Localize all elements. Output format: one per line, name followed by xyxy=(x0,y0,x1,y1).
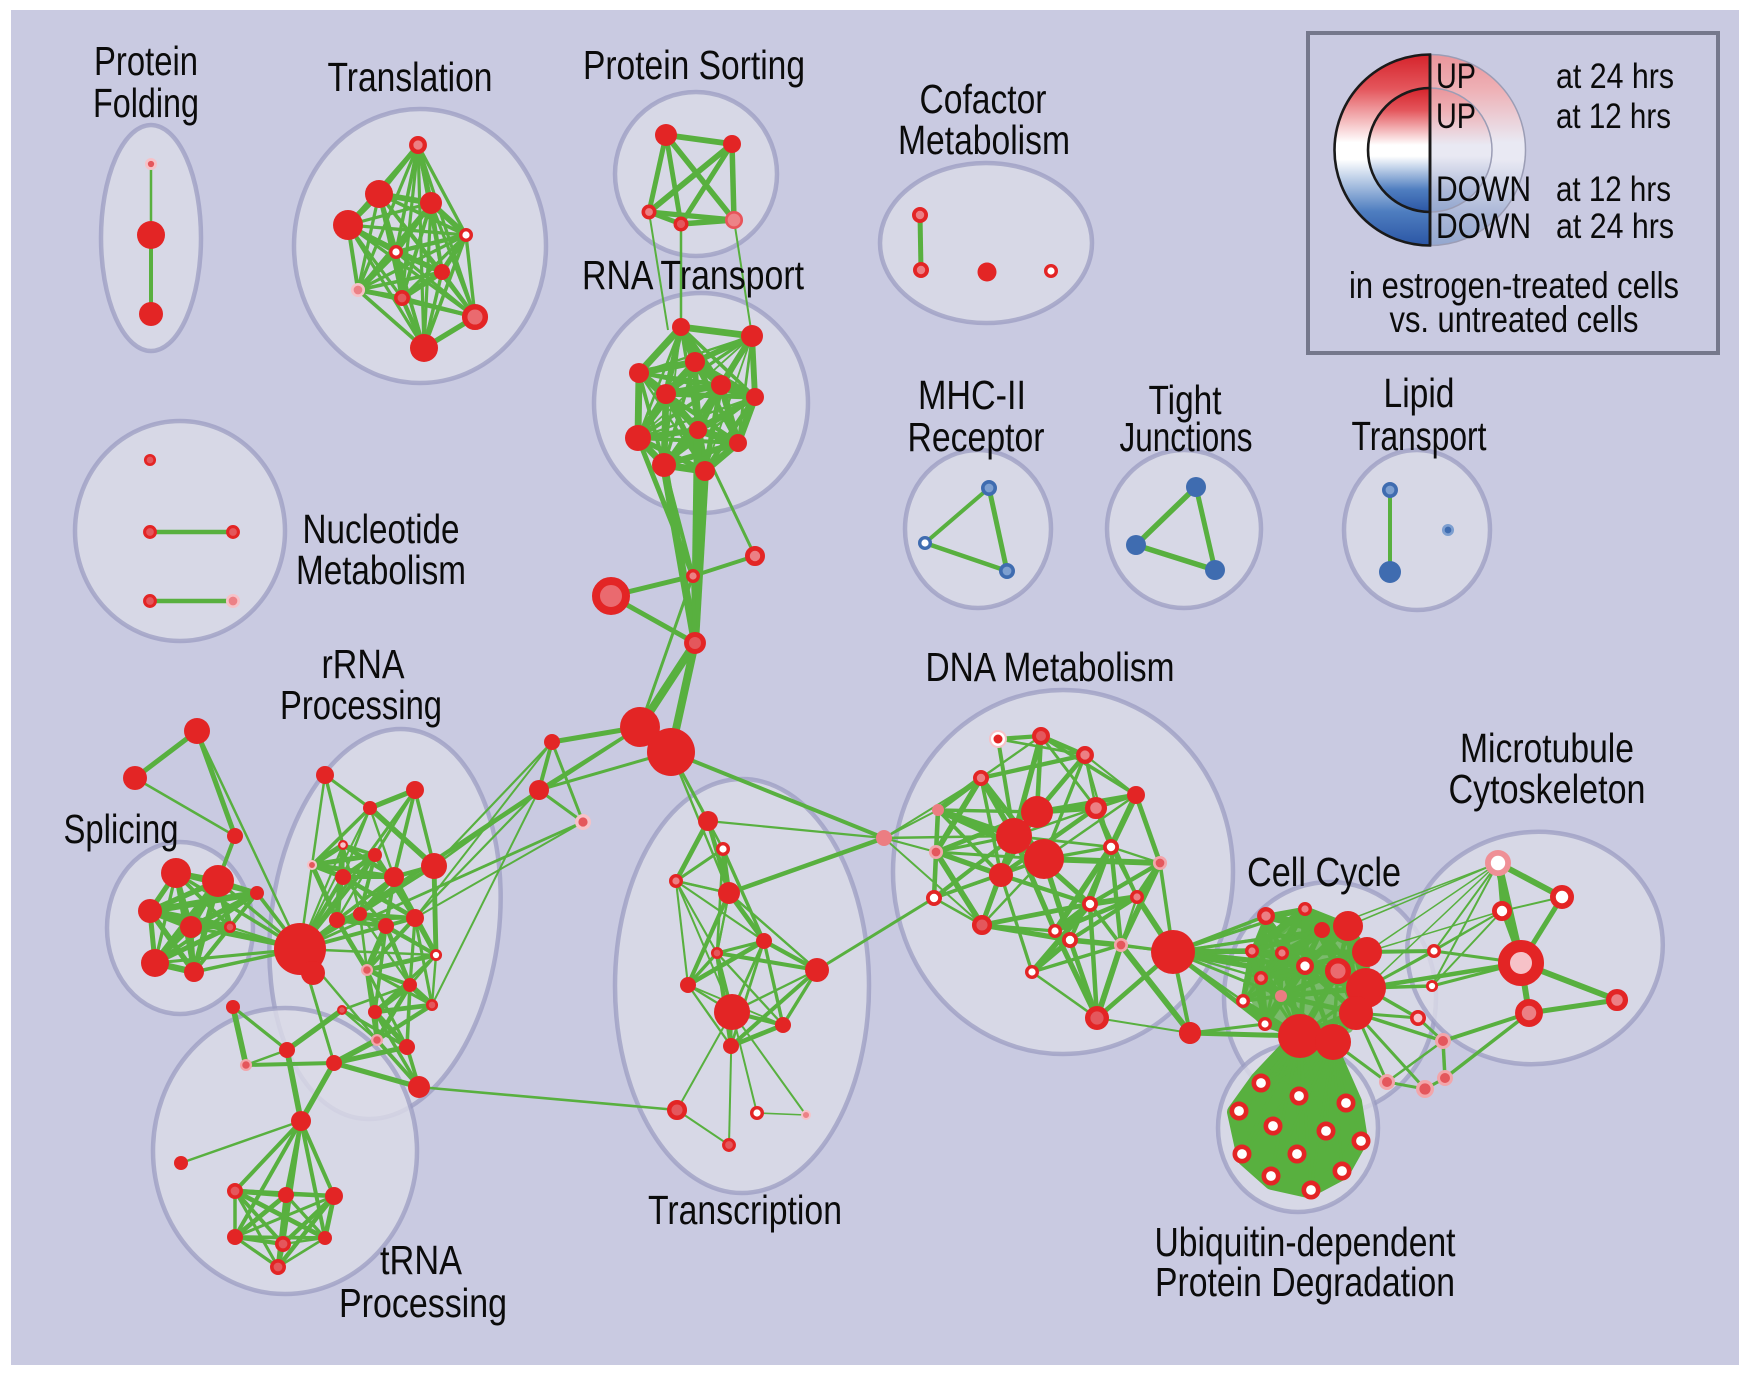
svg-text:Junctions: Junctions xyxy=(1120,414,1253,460)
svg-text:UP: UP xyxy=(1436,97,1476,136)
svg-text:DOWN: DOWN xyxy=(1436,207,1531,246)
svg-text:Ubiquitin-dependent: Ubiquitin-dependent xyxy=(1155,1219,1456,1265)
svg-text:Cofactor: Cofactor xyxy=(920,76,1047,122)
svg-text:Lipid: Lipid xyxy=(1384,370,1455,416)
svg-text:DNA Metabolism: DNA Metabolism xyxy=(926,644,1175,690)
svg-text:in estrogen-treated cells: in estrogen-treated cells xyxy=(1349,265,1679,306)
svg-text:rRNA: rRNA xyxy=(322,641,406,687)
svg-text:Processing: Processing xyxy=(339,1280,507,1326)
svg-text:Protein Degradation: Protein Degradation xyxy=(1155,1259,1455,1305)
svg-text:vs. untreated cells: vs. untreated cells xyxy=(1390,299,1639,340)
svg-text:Transcription: Transcription xyxy=(648,1187,842,1233)
svg-text:Cytoskeleton: Cytoskeleton xyxy=(1449,766,1646,812)
svg-text:at 12 hrs: at 12 hrs xyxy=(1556,170,1671,209)
svg-text:Cell Cycle: Cell Cycle xyxy=(1247,849,1401,895)
svg-text:MHC-II: MHC-II xyxy=(918,372,1026,418)
svg-text:RNA Transport: RNA Transport xyxy=(582,252,804,298)
svg-text:Protein: Protein xyxy=(94,38,198,84)
svg-text:Tight: Tight xyxy=(1149,377,1222,423)
svg-text:Microtubule: Microtubule xyxy=(1460,725,1634,771)
svg-text:at 24 hrs: at 24 hrs xyxy=(1556,207,1674,246)
svg-text:Transport: Transport xyxy=(1352,413,1487,459)
svg-text:UP: UP xyxy=(1436,57,1476,96)
svg-text:Nucleotide: Nucleotide xyxy=(303,506,460,552)
svg-text:Metabolism: Metabolism xyxy=(898,117,1070,163)
svg-text:tRNA: tRNA xyxy=(380,1237,463,1283)
svg-text:at 24 hrs: at 24 hrs xyxy=(1556,57,1674,96)
svg-text:at 12 hrs: at 12 hrs xyxy=(1556,97,1671,136)
svg-text:Processing: Processing xyxy=(280,682,442,728)
svg-text:Translation: Translation xyxy=(328,54,493,100)
svg-text:Splicing: Splicing xyxy=(64,806,179,852)
svg-text:Metabolism: Metabolism xyxy=(296,547,466,593)
svg-text:Folding: Folding xyxy=(93,80,199,126)
svg-text:Receptor: Receptor xyxy=(908,414,1045,460)
svg-text:DOWN: DOWN xyxy=(1436,170,1531,209)
svg-text:Protein Sorting: Protein Sorting xyxy=(583,42,805,88)
